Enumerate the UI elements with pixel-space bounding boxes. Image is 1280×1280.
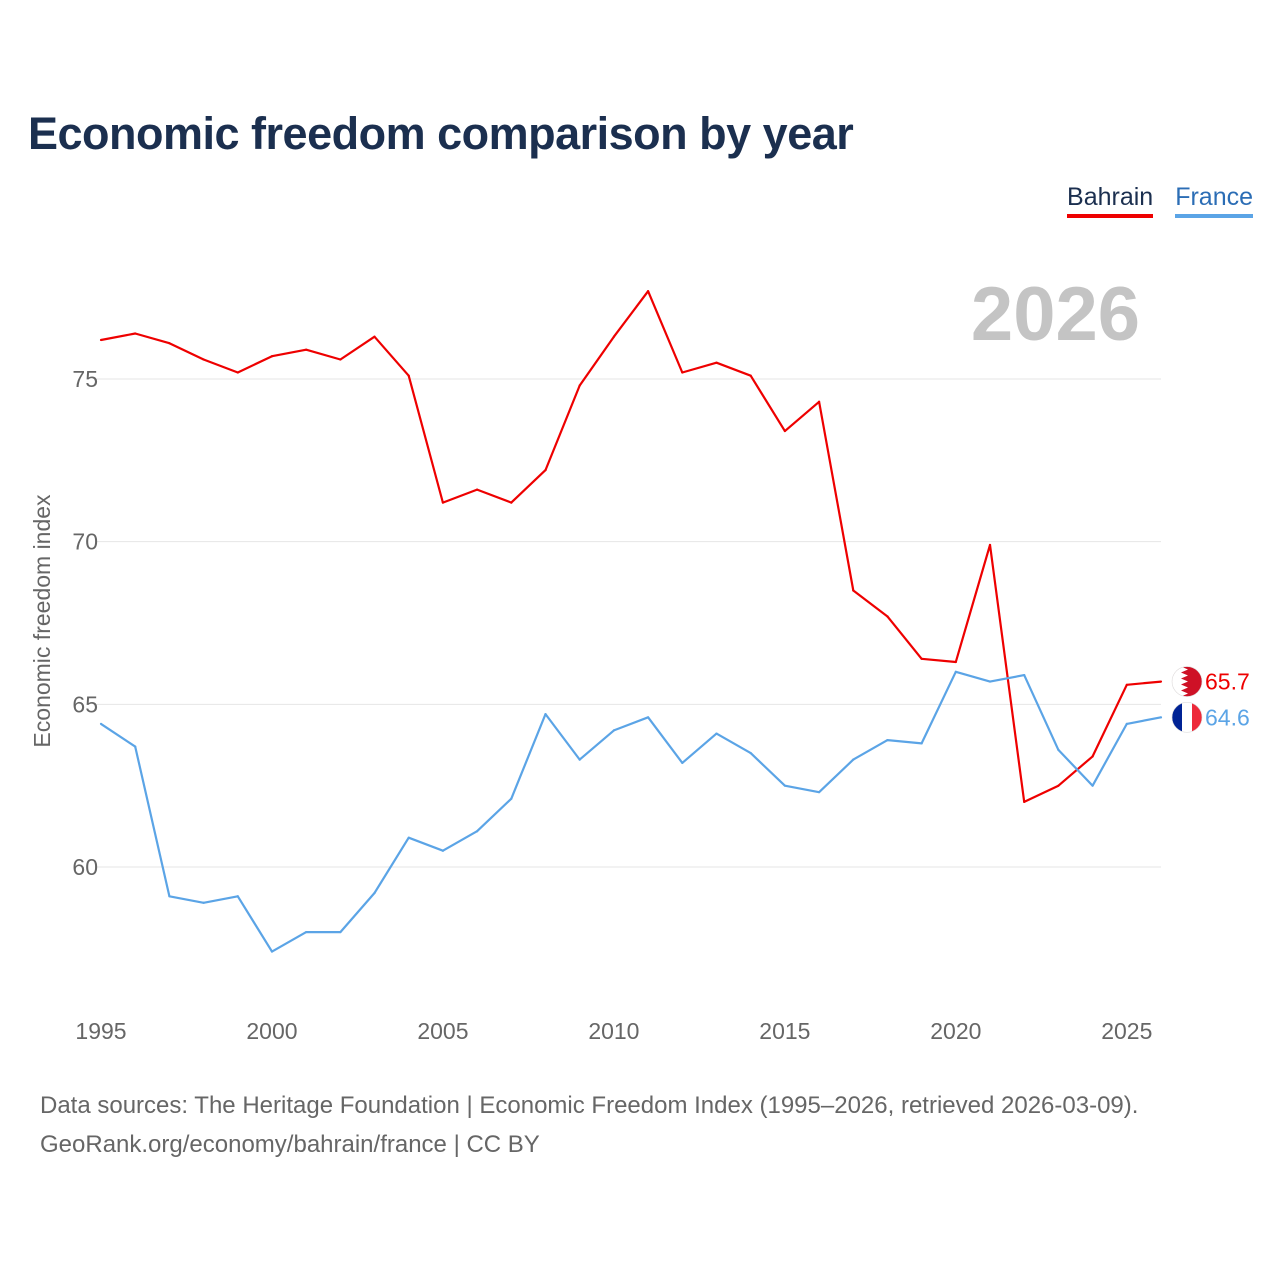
data-point-france <box>852 758 855 761</box>
y-tick-label: 70 <box>72 529 98 555</box>
chart-title: Economic freedom comparison by year <box>28 108 854 159</box>
data-point-bahrain <box>202 358 205 361</box>
data-point-france <box>1023 673 1026 677</box>
data-point-bahrain <box>407 374 410 377</box>
series-line-france <box>100 670 1162 953</box>
data-point-france <box>441 849 445 852</box>
data-point-france <box>749 752 752 755</box>
data-point-france <box>886 739 889 742</box>
data-point-france <box>544 712 547 716</box>
data-point-france <box>168 895 171 898</box>
data-point-bahrain <box>270 355 274 358</box>
data-point-bahrain <box>954 660 957 664</box>
data-point-france <box>646 716 650 719</box>
data-point-france <box>578 758 581 761</box>
data-point-bahrain <box>1091 755 1094 758</box>
data-point-bahrain <box>1023 800 1026 804</box>
data-point-bahrain <box>988 543 992 547</box>
data-point-france <box>510 797 513 800</box>
data-point-bahrain <box>749 374 752 377</box>
data-point-france <box>612 729 616 732</box>
data-point-france <box>988 680 992 683</box>
attribution-text[interactable]: GeoRank.org/economy/bahrain/france | CC … <box>40 1131 540 1158</box>
footer: Data sources: The Heritage Foundation | … <box>40 1086 1138 1164</box>
x-tick-label: 1995 <box>75 1018 126 1044</box>
data-point-bahrain <box>1057 784 1060 787</box>
data-point-france <box>202 901 205 904</box>
x-tick-label: 2000 <box>246 1018 297 1044</box>
data-point-france <box>339 930 342 934</box>
legend-item-france[interactable]: France <box>1175 183 1253 218</box>
data-point-bahrain <box>441 501 445 504</box>
data-point-bahrain <box>578 384 581 387</box>
data-point-bahrain <box>236 371 239 374</box>
legend: Bahrain France <box>1067 183 1253 218</box>
bahrain-flag-icon <box>1171 666 1203 697</box>
y-axis-label: Economic freedom index <box>29 494 55 748</box>
data-point-bahrain <box>681 371 684 374</box>
data-point-bahrain <box>1125 683 1128 686</box>
france-flag-icon <box>1171 702 1203 733</box>
series-line-bahrain <box>100 290 1162 804</box>
data-point-bahrain <box>783 429 786 433</box>
data-point-france <box>817 791 821 794</box>
data-point-bahrain <box>373 335 376 338</box>
data-point-bahrain <box>817 400 821 403</box>
data-point-bahrain <box>305 348 308 351</box>
data-point-bahrain <box>99 338 103 342</box>
y-tick-label: 75 <box>72 366 98 392</box>
data-point-france <box>1091 784 1094 787</box>
x-tick-label: 2025 <box>1101 1018 1152 1044</box>
data-point-france <box>783 784 786 787</box>
data-point-france <box>681 761 684 764</box>
data-point-bahrain <box>852 589 855 592</box>
y-tick-label: 60 <box>72 854 98 880</box>
data-point-france <box>476 830 479 833</box>
data-point-bahrain <box>1159 680 1163 683</box>
x-tick-label: 2020 <box>930 1018 981 1044</box>
data-point-bahrain <box>510 501 513 504</box>
data-point-france <box>1057 748 1060 751</box>
data-point-france <box>920 742 923 745</box>
data-point-france <box>407 836 410 839</box>
data-point-france <box>236 895 239 898</box>
data-point-bahrain <box>339 358 342 361</box>
data-point-bahrain <box>476 488 479 491</box>
data-point-france <box>715 732 718 735</box>
data-point-bahrain <box>646 290 650 293</box>
end-value-label-bahrain: 65.7 <box>1205 669 1250 695</box>
data-point-france <box>99 722 103 725</box>
data-sources-text: Data sources: The Heritage Foundation | … <box>40 1092 1139 1119</box>
x-tick-label: 2015 <box>759 1018 810 1044</box>
year-watermark: 2026 <box>971 272 1140 357</box>
end-value-label-france: 64.6 <box>1205 704 1250 730</box>
data-point-france <box>305 930 308 934</box>
data-point-bahrain <box>612 335 616 338</box>
data-point-bahrain <box>134 332 137 335</box>
data-point-france <box>373 891 376 895</box>
data-point-france <box>1125 722 1128 725</box>
data-point-bahrain <box>544 468 547 472</box>
data-point-france <box>134 745 137 748</box>
y-tick-label: 65 <box>72 691 98 717</box>
data-point-bahrain <box>715 361 718 364</box>
data-point-france <box>1159 716 1163 719</box>
legend-item-bahrain[interactable]: Bahrain <box>1067 183 1154 218</box>
x-tick-label: 2005 <box>417 1018 468 1044</box>
data-point-bahrain <box>920 657 923 660</box>
data-point-bahrain <box>168 342 171 345</box>
data-point-france <box>954 670 957 673</box>
x-tick-label: 2010 <box>588 1018 639 1044</box>
data-point-france <box>270 950 274 953</box>
data-point-bahrain <box>886 615 889 618</box>
